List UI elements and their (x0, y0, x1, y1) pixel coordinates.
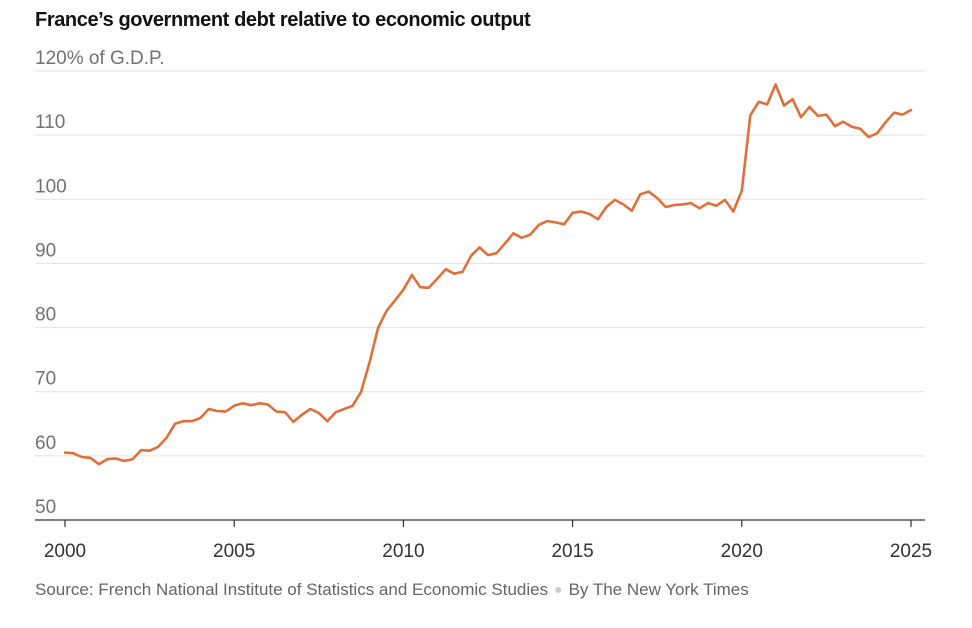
x-tick-label-2025: 2025 (890, 541, 932, 562)
x-axis: 2000 2005 2010 2015 2020 2025 (35, 519, 932, 562)
byline: By The New York Times (568, 580, 749, 599)
x-tick-label-2005: 2005 (213, 541, 255, 562)
x-tick-label-2020: 2020 (721, 541, 763, 562)
y-tick-label-100: 100 (35, 176, 67, 197)
y-tick-label-120: 120% of G.D.P. (35, 48, 165, 69)
separator-dot-icon: ● (554, 581, 563, 597)
x-tick-label-2010: 2010 (382, 541, 424, 562)
chart-title: France’s government debt relative to eco… (35, 9, 531, 31)
y-tick-label-80: 80 (35, 305, 56, 326)
x-tick-label-2015: 2015 (551, 541, 593, 562)
y-axis: 50 60 70 80 90 100 110 120% of G.D.P. (35, 48, 165, 518)
gridlines (35, 70, 925, 457)
y-tick-label-90: 90 (35, 240, 56, 261)
plot-area (63, 83, 913, 466)
footer: Source: French National Institute of Sta… (35, 580, 749, 600)
y-tick-label-110: 110 (35, 112, 65, 133)
y-tick-label-50: 50 (35, 497, 56, 518)
y-tick-label-70: 70 (35, 369, 56, 390)
series-line-0 (63, 83, 913, 466)
source-note: Source: French National Institute of Sta… (35, 580, 549, 599)
x-tick-label-2000: 2000 (44, 541, 86, 562)
y-tick-label-60: 60 (35, 433, 56, 454)
